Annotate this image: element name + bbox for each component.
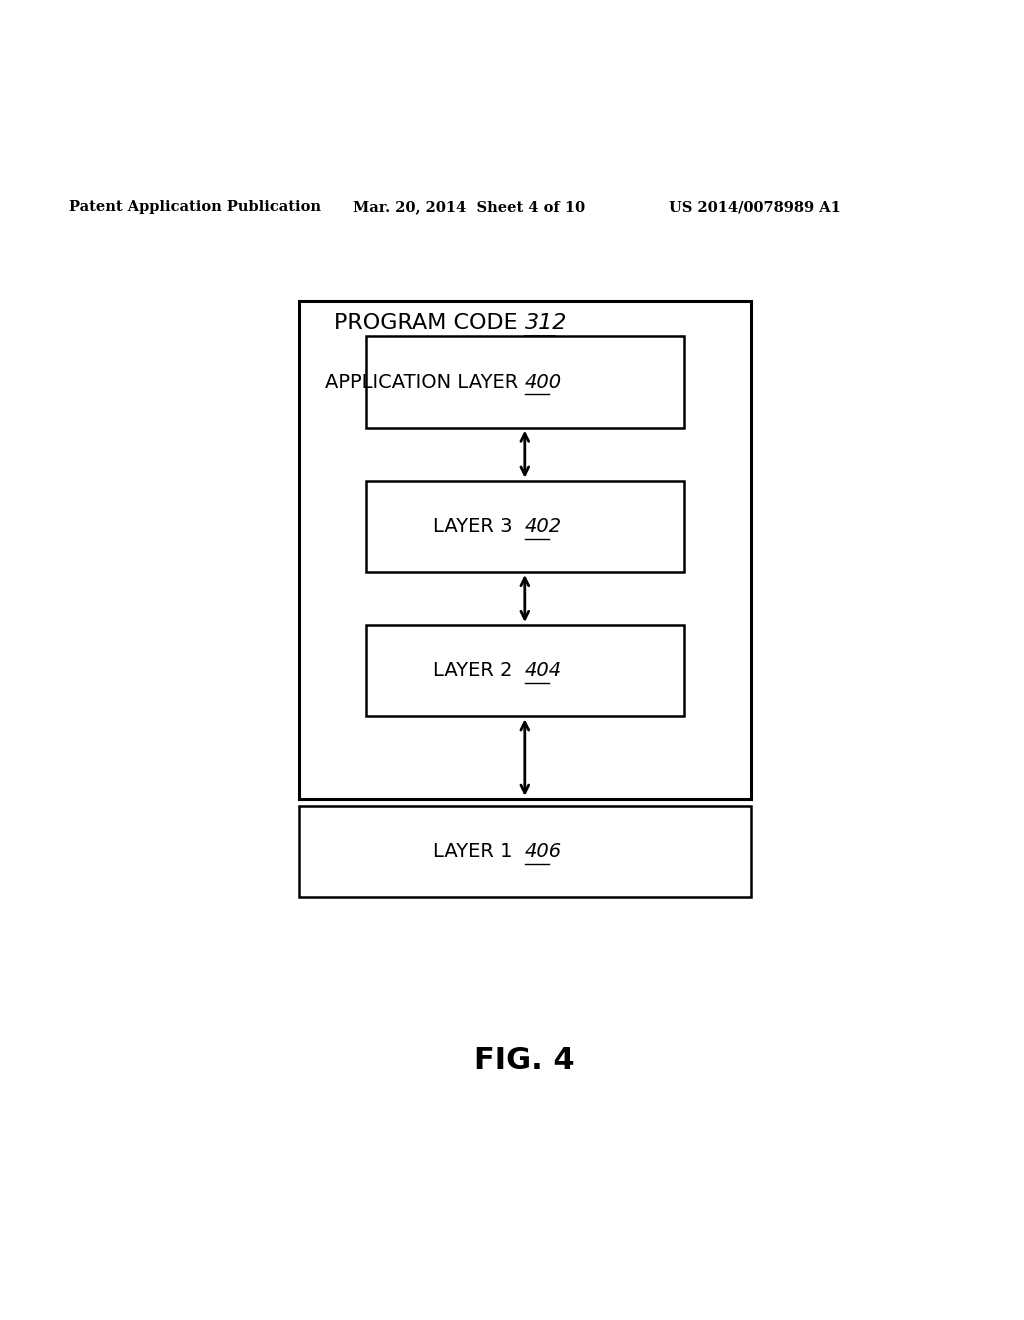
Bar	[367, 624, 684, 717]
Text: Patent Application Publication: Patent Application Publication	[70, 201, 322, 214]
Text: 400: 400	[524, 372, 562, 392]
Bar	[367, 337, 684, 428]
Text: Mar. 20, 2014  Sheet 4 of 10: Mar. 20, 2014 Sheet 4 of 10	[353, 201, 586, 214]
Text: 406: 406	[524, 842, 562, 861]
Bar	[367, 480, 684, 572]
Text: LAYER 2: LAYER 2	[433, 661, 524, 680]
Text: PROGRAM CODE: PROGRAM CODE	[334, 313, 524, 333]
Text: 402: 402	[524, 517, 562, 536]
Bar	[299, 805, 751, 898]
Text: LAYER 1: LAYER 1	[433, 842, 524, 861]
Bar	[299, 301, 751, 799]
Text: 312: 312	[524, 313, 567, 333]
Text: FIG. 4: FIG. 4	[474, 1047, 575, 1076]
Text: US 2014/0078989 A1: US 2014/0078989 A1	[669, 201, 841, 214]
Text: LAYER 3: LAYER 3	[433, 517, 524, 536]
Text: APPLICATION LAYER: APPLICATION LAYER	[326, 372, 524, 392]
Text: 404: 404	[524, 661, 562, 680]
